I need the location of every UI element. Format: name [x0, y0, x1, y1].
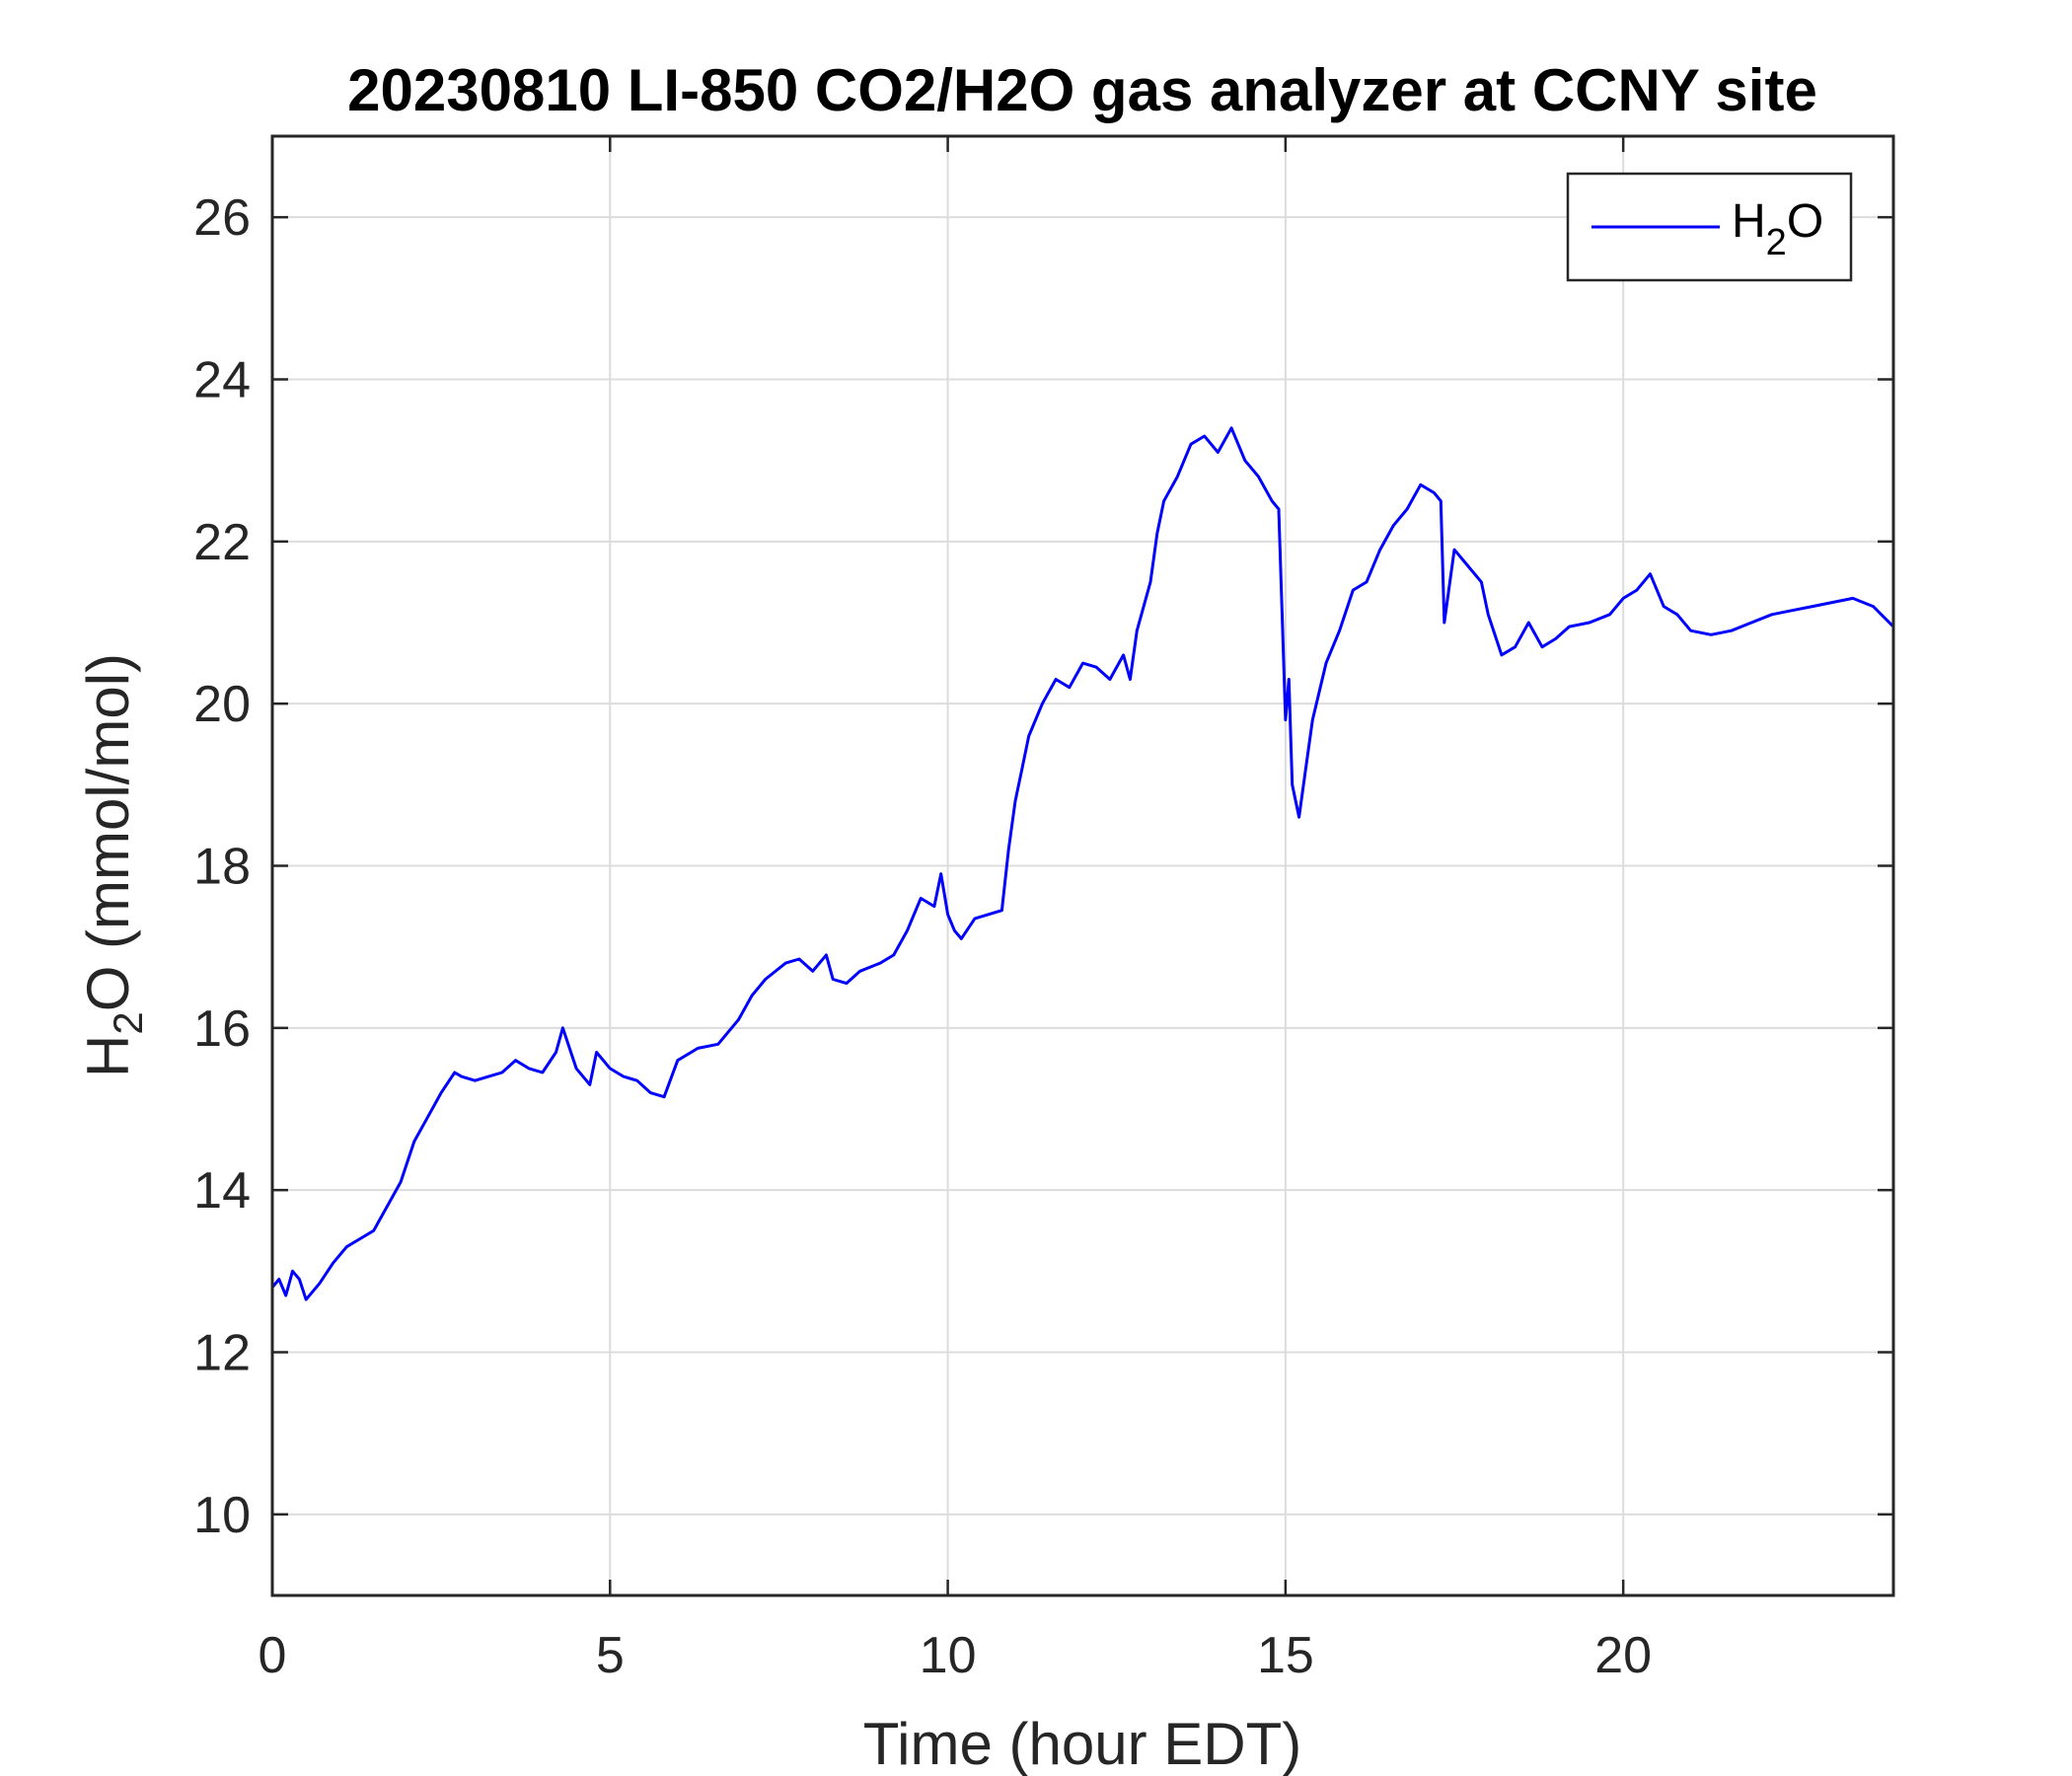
y-tick-label: 26 — [193, 189, 251, 247]
legend-label-subscript: 2 — [1766, 222, 1787, 263]
y-tick-label: 24 — [193, 352, 251, 409]
y-tick-label: 18 — [193, 839, 251, 896]
y-axis-label-base: H — [75, 1035, 141, 1077]
plot-frame — [270, 134, 1895, 1597]
legend-label-base: H — [1732, 195, 1766, 248]
y-tick-label: 14 — [193, 1162, 251, 1220]
x-axis-label: Time (hour EDT) — [863, 1711, 1302, 1776]
y-axis-label-rest: O (mmol/mol) — [75, 653, 141, 1011]
y-tick-label: 20 — [193, 676, 251, 733]
chart-title: 20230810 LI-850 CO2/H2O gas analyzer at … — [347, 57, 1817, 123]
y-tick-label: 10 — [193, 1487, 251, 1544]
legend: H2O — [1566, 172, 1853, 282]
h2o-series-line — [272, 426, 1893, 1301]
legend-label-rest: O — [1787, 195, 1823, 248]
y-axis-label-subscript: 2 — [105, 1011, 151, 1034]
tick-marks — [270, 136, 1893, 1595]
x-tick-label: 20 — [1594, 1627, 1652, 1684]
x-tick-labels: 0 5 10 15 20 — [259, 1627, 1653, 1684]
y-tick-label: 12 — [193, 1325, 251, 1382]
legend-label: H2O — [1732, 195, 1823, 263]
y-tick-label: 22 — [193, 514, 251, 571]
y-tick-labels: 10 12 14 16 18 20 22 24 26 — [193, 189, 251, 1544]
x-tick-label: 0 — [259, 1627, 287, 1684]
y-axis-label: H2O (mmol/mol) — [75, 653, 151, 1077]
plot-clip-group — [272, 426, 1893, 1301]
y-tick-label: 16 — [193, 1000, 251, 1058]
svg-text:H2O (mmol/mol): H2O (mmol/mol) — [75, 653, 151, 1077]
x-tick-label: 15 — [1257, 1627, 1314, 1684]
x-tick-label: 10 — [920, 1627, 977, 1684]
x-tick-label: 5 — [596, 1627, 625, 1684]
grid — [271, 136, 1893, 1595]
